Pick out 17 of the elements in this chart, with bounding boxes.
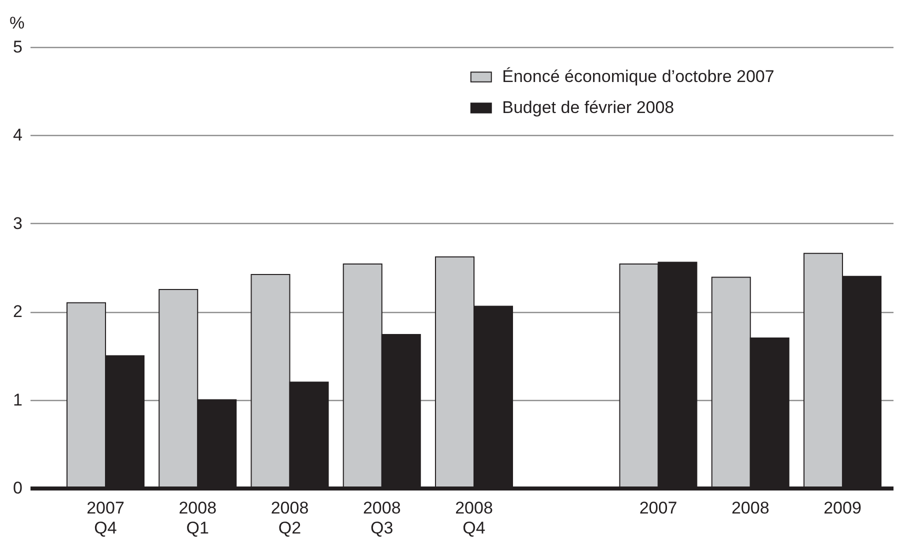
x-tick-label: 2008 Q3 [362, 498, 401, 538]
x-tick-label: 2008 Q4 [455, 498, 493, 538]
y-tick-label: 4 [13, 126, 22, 145]
y-tick-label: 3 [13, 214, 22, 233]
legend-label: Énoncé économique d’octobre 2007 [502, 67, 774, 86]
y-tick-label: 0 [13, 478, 22, 498]
y-tick-label: 1 [13, 390, 22, 410]
legend-label: Budget de février 2008 [502, 98, 674, 117]
x-tick-label: 2008 Q2 [270, 498, 309, 538]
y-tick-label: 2 [13, 302, 22, 322]
x-tick-label: 2007 [639, 498, 678, 518]
y-axis-title: % [10, 14, 25, 32]
y-tick-label: 5 [13, 38, 22, 56]
x-tick-label: 2007 Q4 [86, 498, 124, 538]
x-tick-label: 2009 [824, 498, 862, 518]
x-tick-label: 2008 [731, 498, 770, 518]
x-tick-label: 2008 Q1 [178, 498, 217, 538]
